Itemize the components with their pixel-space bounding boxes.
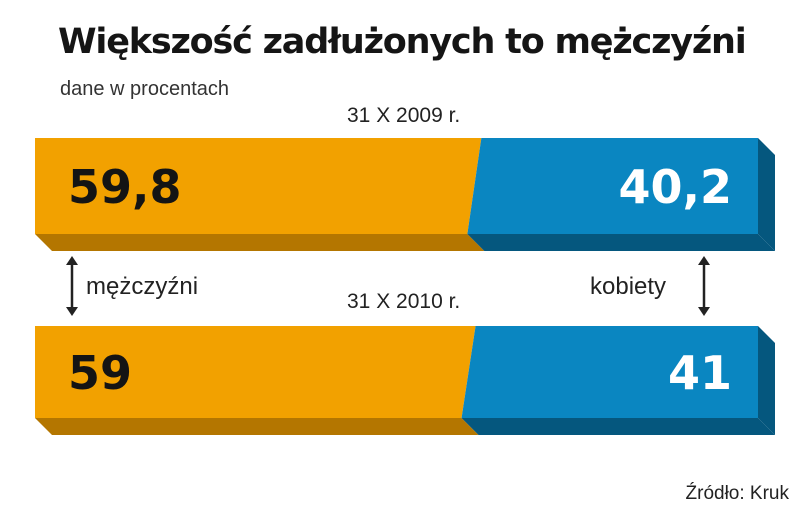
bar-end-face-0 — [758, 138, 775, 251]
value-label-men-0: 59,8 — [68, 160, 182, 214]
bar-men-0 — [35, 138, 482, 234]
bar-shadow-women-0 — [467, 234, 775, 251]
source-note: Źródło: Kruk — [685, 483, 789, 504]
bar-men-1 — [35, 326, 476, 418]
legend-label-women: kobiety — [590, 273, 667, 300]
bar-women-0 — [467, 138, 758, 234]
arrow-men-icon — [66, 256, 78, 316]
bar-shadow-men-1 — [35, 418, 479, 435]
bar-shadow-women-1 — [461, 418, 775, 435]
value-label-women-0: 40,2 — [619, 160, 733, 214]
chart-title: Większość zadłużonych to mężczyźni — [58, 22, 747, 62]
value-label-men-1: 59 — [68, 346, 132, 400]
category-label-2010: 31 X 2010 r. — [347, 290, 461, 313]
legend-label-men: mężczyźni — [86, 273, 199, 300]
category-label-2009: 31 X 2009 r. — [347, 104, 461, 127]
bar-end-face-1 — [758, 326, 775, 435]
bar-shadow-men-0 — [35, 234, 485, 251]
arrow-women-icon — [698, 256, 710, 316]
chart-subtitle: dane w procentach — [60, 78, 230, 100]
value-label-women-1: 41 — [668, 346, 732, 400]
bar-women-1 — [461, 326, 758, 418]
